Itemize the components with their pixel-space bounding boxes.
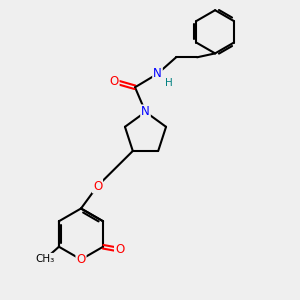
Text: CH₃: CH₃ (36, 254, 55, 264)
Text: O: O (93, 179, 102, 193)
Text: N: N (141, 105, 150, 119)
Text: H: H (165, 78, 173, 88)
Text: O: O (110, 75, 118, 88)
Text: O: O (115, 243, 124, 256)
Text: N: N (153, 67, 162, 80)
Text: O: O (76, 253, 85, 266)
